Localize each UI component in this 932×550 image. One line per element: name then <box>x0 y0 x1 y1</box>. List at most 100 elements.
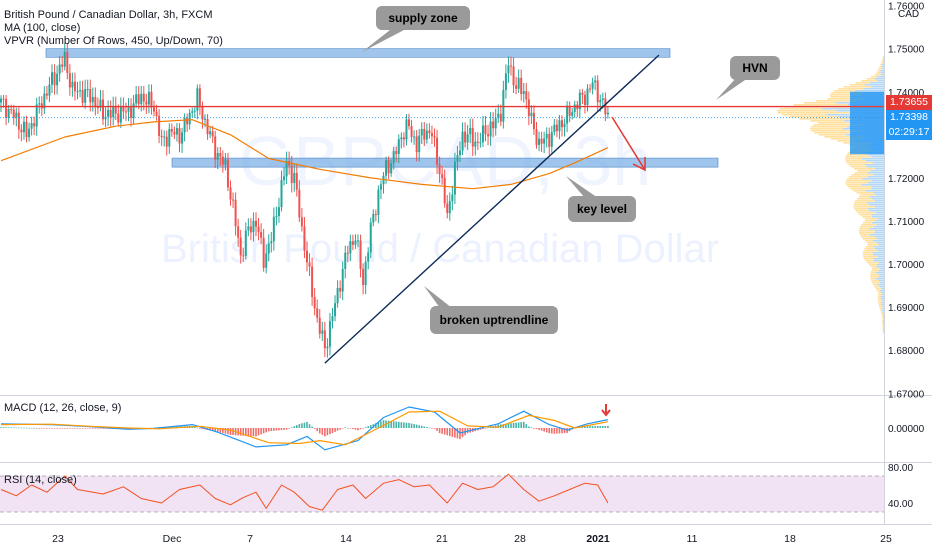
macd-histogram-bar <box>214 428 216 432</box>
vpvr-indicator-label[interactable]: VPVR (Number Of Rows, 450, Up/Down, 70) <box>4 35 223 47</box>
price-tick-label: 1.72000 <box>888 174 925 185</box>
candle-down <box>583 94 586 105</box>
macd-histogram-bar <box>224 428 227 434</box>
candle-down <box>346 252 349 254</box>
macd-histogram-bar <box>512 422 515 428</box>
vpvr-bar-down <box>875 220 884 222</box>
vpvr-bar-down <box>867 176 884 178</box>
macd-histogram-bar <box>364 427 367 428</box>
candle-up <box>566 105 569 124</box>
vpvr-bar-down <box>866 166 884 168</box>
candle-up <box>127 106 130 112</box>
pane-separator <box>0 462 932 463</box>
candle-up <box>517 77 520 89</box>
macd-histogram-bar <box>53 428 56 429</box>
vpvr-bar-up <box>833 90 855 92</box>
candle-down <box>510 65 512 67</box>
candle-down <box>145 101 148 105</box>
vpvr-bar-down <box>881 74 884 76</box>
vpvr-bar-up <box>859 226 874 228</box>
candle-down <box>153 107 155 112</box>
macd-histogram-bar <box>347 427 349 429</box>
candle-down <box>471 128 474 147</box>
vpvr-bar-down <box>878 244 884 246</box>
hvn-callout: HVN <box>730 56 780 80</box>
macd-histogram-bar <box>413 424 415 428</box>
candle-down <box>446 203 449 214</box>
vpvr-bar-down <box>872 162 884 164</box>
vpvr-bar-down <box>869 204 884 206</box>
macd-histogram-bar <box>173 426 176 428</box>
vpvr-bar-up <box>824 136 865 138</box>
vpvr-bar-up <box>843 86 872 88</box>
macd-histogram-bar <box>339 428 341 430</box>
macd-histogram-bar <box>604 425 607 428</box>
watermark-name: British Pound / Canadian Dollar <box>161 227 719 271</box>
vpvr-bar-down <box>867 154 884 156</box>
macd-down-arrowhead <box>601 409 611 417</box>
candle-up <box>168 129 171 147</box>
candle-up <box>400 137 403 140</box>
vpvr-bar-up <box>865 260 874 262</box>
macd-histogram-bar <box>377 422 380 428</box>
macd-histogram-bar <box>548 428 551 434</box>
candle-up <box>372 214 375 223</box>
candle-down <box>226 159 229 188</box>
candle-up <box>369 222 372 253</box>
candle-up <box>183 117 186 133</box>
vpvr-bar-up <box>831 92 867 94</box>
candle-down <box>25 121 28 138</box>
vpvr-bar-up <box>866 78 875 80</box>
candle-up <box>425 130 428 140</box>
vpvr-bar-down <box>882 322 884 324</box>
vpvr-bar-up <box>799 118 859 120</box>
candle-down <box>53 72 56 86</box>
vpvr-bar-up <box>845 158 862 160</box>
vpvr-bar-up <box>846 178 863 180</box>
candle-up <box>99 99 102 108</box>
vpvr-bar-up <box>875 288 882 290</box>
candle-down <box>303 226 306 251</box>
vpvr-bar-down <box>872 252 884 254</box>
macd-histogram-bar <box>479 428 482 430</box>
candle-down <box>408 119 410 127</box>
rsi-pane-label[interactable]: RSI (14, close) <box>4 474 77 486</box>
candle-up <box>586 88 589 105</box>
candle-down <box>137 94 140 105</box>
candle-up <box>35 104 38 127</box>
vpvr-bar-up <box>838 88 864 90</box>
vpvr-bar-down <box>877 250 884 252</box>
candle-up <box>275 216 278 218</box>
macd-histogram-bar <box>431 428 433 429</box>
vpvr-bar-up <box>862 238 877 240</box>
candle-up <box>344 252 347 269</box>
candle-down <box>313 296 316 309</box>
ma-100-line <box>0 119 609 190</box>
candle-up <box>132 103 135 118</box>
macd-histogram-bar <box>502 424 505 428</box>
vpvr-bar-down <box>871 188 884 190</box>
vpvr-bar-up <box>882 322 883 324</box>
vpvr-bar-down <box>877 80 884 82</box>
candle-up <box>272 216 275 242</box>
macd-histogram-bar <box>97 428 99 429</box>
macd-histogram-bar <box>250 428 252 437</box>
vpvr-bar-up <box>881 314 883 316</box>
ma-indicator-label[interactable]: MA (100, close) <box>4 22 81 34</box>
macd-histogram-bar <box>306 421 308 428</box>
macd-histogram-bar <box>326 428 329 436</box>
macd-pane-label[interactable]: MACD (12, 26, close, 9) <box>4 402 122 414</box>
vpvr-bar-down <box>873 254 884 256</box>
vpvr-bar-up <box>878 304 882 306</box>
candle-up <box>76 91 79 93</box>
time-tick-label: 18 <box>784 533 796 545</box>
macd-histogram-bar <box>561 428 563 434</box>
candle-up <box>209 131 212 135</box>
vpvr-bar-up <box>853 168 875 170</box>
candle-up <box>28 128 31 138</box>
candle-down <box>596 80 599 103</box>
candle-up <box>334 303 337 317</box>
macd-histogram-bar <box>303 422 306 428</box>
vpvr-bar-up <box>882 328 884 330</box>
